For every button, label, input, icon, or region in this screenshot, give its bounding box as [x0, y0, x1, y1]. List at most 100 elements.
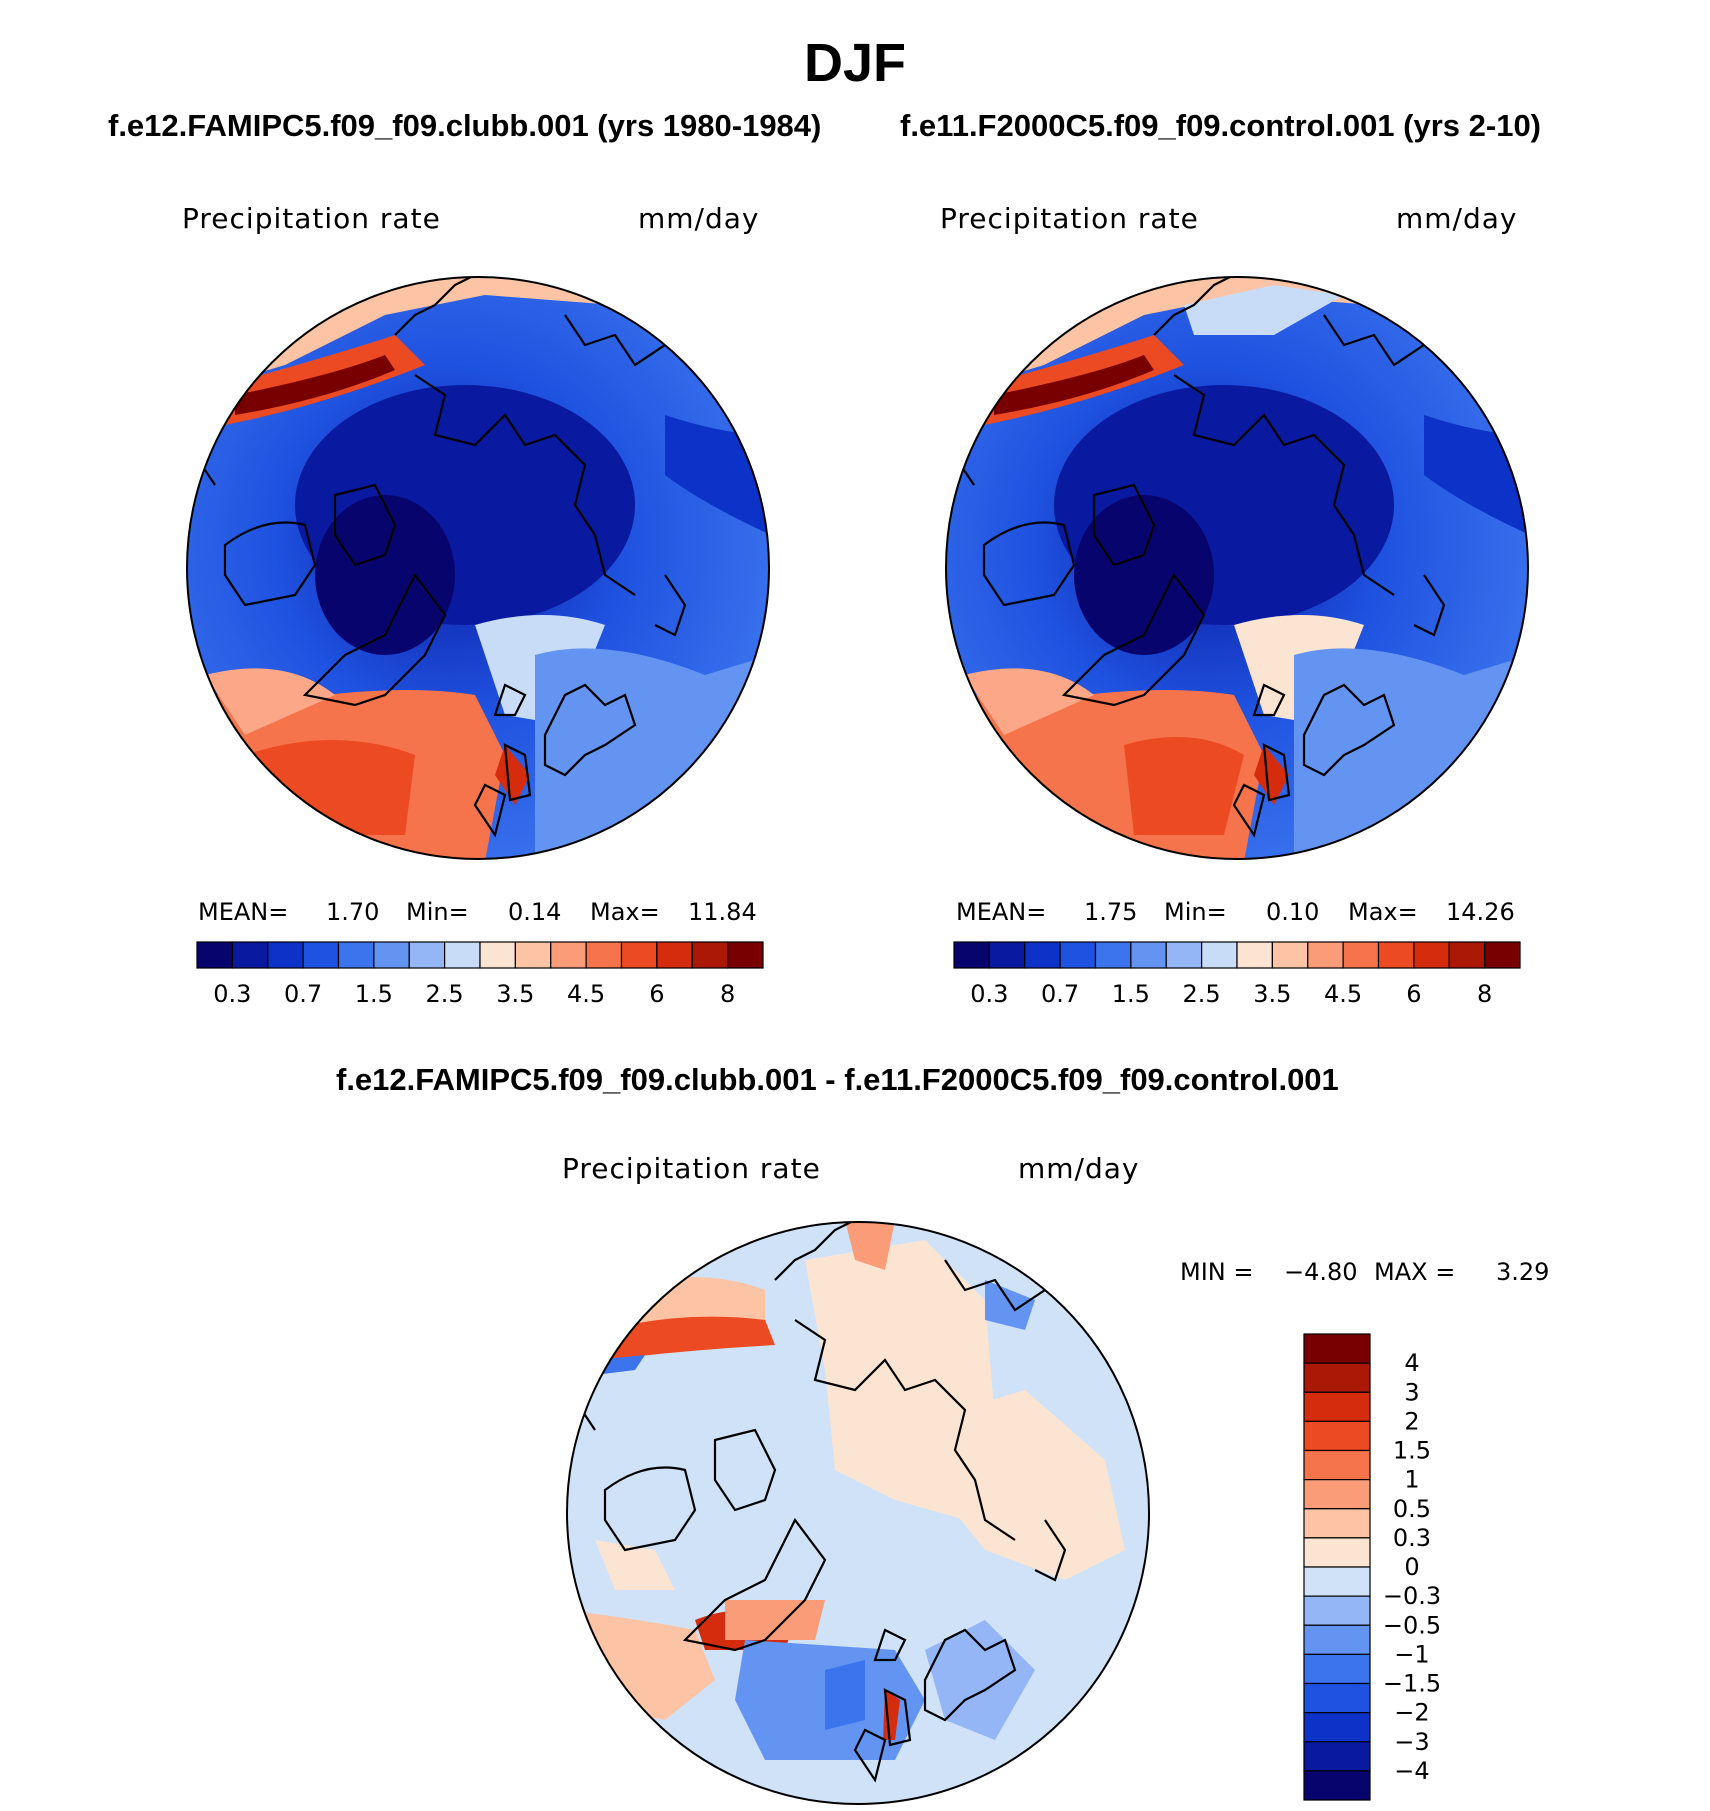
panel1-colorbar-bin — [302, 941, 340, 969]
panel1-variable-label: Precipitation rate — [182, 202, 441, 235]
panel1-colorbar-bin — [231, 941, 269, 969]
panel2-mean-label: MEAN= — [956, 898, 1047, 926]
panel3-units-label: mm/day — [1018, 1152, 1140, 1185]
panel2-polar-map — [945, 276, 1529, 860]
panel2-max-value: 14.26 — [1446, 898, 1515, 926]
panel1-colorbar-bin — [727, 941, 764, 969]
panel2-colorbar-tick-label: 3.5 — [1253, 980, 1291, 1008]
panel2-colorbar-bin — [1448, 941, 1486, 969]
panel3-colorbar-bin — [1303, 1653, 1371, 1685]
panel2-colorbar-bin — [988, 941, 1026, 969]
panel1-colorbar: 0.3 0.7 1.5 2.5 3.5 4.5 6 8 — [196, 941, 764, 1008]
panel1-colorbar-tick-label: 3.5 — [496, 980, 534, 1008]
panel3-colorbar-bin — [1303, 1333, 1371, 1364]
panel2-colorbar-bin — [1024, 941, 1061, 969]
panel2-units-label: mm/day — [1396, 202, 1518, 235]
panel1-colorbar-bin — [656, 941, 693, 969]
panel2-colorbar-bin — [1165, 941, 1203, 969]
panel2-colorbar-bin — [1130, 941, 1167, 969]
panel3-colorbar-tick-label: 0.5 — [1393, 1495, 1431, 1523]
panel2-colorbar-bin — [1201, 941, 1238, 969]
panel1-colorbar-tick-label: 8 — [720, 980, 735, 1008]
panel2-mean-value: 1.75 — [1084, 898, 1138, 926]
panel1-colorbar-tick-label: 4.5 — [567, 980, 605, 1008]
panel1-min-value: 0.14 — [508, 898, 562, 926]
panel3-colorbar-bin — [1303, 1624, 1371, 1655]
panel2-colorbar-bin — [1342, 941, 1380, 969]
panel1-colorbar-bin — [373, 941, 410, 969]
panel1-colorbar-tick-label: 0.7 — [284, 980, 322, 1008]
panel2-min-value: 0.10 — [1266, 898, 1320, 926]
panel2-colorbar-tick-label: 1.5 — [1112, 980, 1150, 1008]
panel1-max-label: Max= — [590, 898, 660, 926]
panel1-colorbar-bin — [408, 941, 446, 969]
panel1-title: f.e12.FAMIPC5.f09_f09.clubb.001 (yrs 198… — [108, 108, 822, 143]
panel1-colorbar-tick-label: 0.3 — [213, 980, 251, 1008]
panel3-colorbar-tick-label: −2 — [1394, 1699, 1429, 1727]
panel3-colorbar-bin — [1303, 1682, 1371, 1714]
panel2-colorbar-tick-label: 0.3 — [970, 980, 1008, 1008]
panel2-colorbar-tick-label: 2.5 — [1183, 980, 1221, 1008]
panel3-colorbar-bin — [1303, 1449, 1371, 1481]
panel2-title: f.e11.F2000C5.f09_f09.control.001 (yrs 2… — [900, 108, 1542, 143]
panel3-min-label: MIN = — [1180, 1258, 1254, 1286]
main-title: DJF — [803, 33, 906, 93]
panel3-colorbar-tick-label: 4 — [1404, 1349, 1419, 1377]
panel3-colorbar-tick-label: −3 — [1394, 1728, 1429, 1756]
panel1-colorbar-bin — [691, 941, 729, 969]
panel3-colorbar-bin — [1303, 1566, 1371, 1597]
panel2-colorbar-tick-label: 4.5 — [1324, 980, 1362, 1008]
panel2-colorbar-bin — [1271, 941, 1309, 969]
panel2-colorbar-bin — [1307, 941, 1344, 969]
panel1-colorbar-bin — [585, 941, 623, 969]
panel1-mean-value: 1.70 — [326, 898, 380, 926]
panel3-colorbar-tick-label: 3 — [1404, 1378, 1419, 1406]
panel3-colorbar-tick-label: −0.3 — [1383, 1582, 1441, 1610]
panel1-colorbar-bin — [514, 941, 552, 969]
panel3-colorbar-bin — [1303, 1479, 1371, 1510]
panel1-mean-label: MEAN= — [198, 898, 289, 926]
panel2-colorbar-tick-label: 0.7 — [1041, 980, 1079, 1008]
panel3-variable-label: Precipitation rate — [562, 1152, 821, 1185]
panel3-colorbar-bin — [1303, 1391, 1371, 1422]
panel1-colorbar-bin — [444, 941, 481, 969]
panel2-colorbar-bin — [1094, 941, 1132, 969]
panel3-colorbar-tick-label: −1.5 — [1383, 1670, 1441, 1698]
panel2-colorbar-bin — [1413, 941, 1450, 969]
panel3-colorbar-bin — [1303, 1595, 1371, 1626]
panel1-colorbar-tick-label: 2.5 — [426, 980, 464, 1008]
panel1-polar-map — [186, 276, 770, 860]
panel1-colorbar-bin — [196, 941, 233, 969]
panel1-colorbar-bin — [620, 941, 658, 969]
panel1-min-label: Min= — [406, 898, 469, 926]
panel1-colorbar-bin — [550, 941, 587, 969]
panel3-colorbar-tick-label: 2 — [1404, 1407, 1419, 1435]
panel2-colorbar-bin — [953, 941, 990, 969]
panel1-units-label: mm/day — [638, 202, 760, 235]
panel1-colorbar-bin — [337, 941, 375, 969]
panel3-colorbar-bin — [1303, 1537, 1371, 1568]
panel2-colorbar-bin — [1377, 941, 1415, 969]
panel2-colorbar-tick-label: 6 — [1406, 980, 1421, 1008]
panel2-colorbar-tick-label: 8 — [1477, 980, 1492, 1008]
panel3-max-value: 3.29 — [1496, 1258, 1550, 1286]
panel2-colorbar-bin — [1059, 941, 1097, 969]
panel3-min-value: −4.80 — [1284, 1258, 1358, 1286]
panel3-colorbar-tick-label: −4 — [1394, 1757, 1429, 1785]
panel3-colorbar-tick-label: 1.5 — [1393, 1437, 1431, 1465]
panel1-colorbar-bin — [479, 941, 516, 969]
panel3-colorbar-bin — [1303, 1741, 1371, 1772]
panel2-variable-label: Precipitation rate — [940, 202, 1199, 235]
panel3-colorbar-bin — [1303, 1508, 1371, 1539]
panel1-colorbar-tick-label: 6 — [649, 980, 664, 1008]
panel3-colorbar-bin — [1303, 1712, 1371, 1743]
panel2-max-label: Max= — [1348, 898, 1418, 926]
panel2-colorbar: 0.3 0.7 1.5 2.5 3.5 4.5 6 8 — [953, 941, 1521, 1008]
panel3-title: f.e12.FAMIPC5.f09_f09.clubb.001 - f.e11.… — [336, 1062, 1339, 1097]
panel3-colorbar-bin — [1303, 1362, 1371, 1393]
panel3-max-label: MAX = — [1374, 1258, 1456, 1286]
panel1-colorbar-bin — [267, 941, 304, 969]
panel1-colorbar-tick-label: 1.5 — [355, 980, 393, 1008]
panel3-colorbar-bin — [1303, 1420, 1371, 1452]
